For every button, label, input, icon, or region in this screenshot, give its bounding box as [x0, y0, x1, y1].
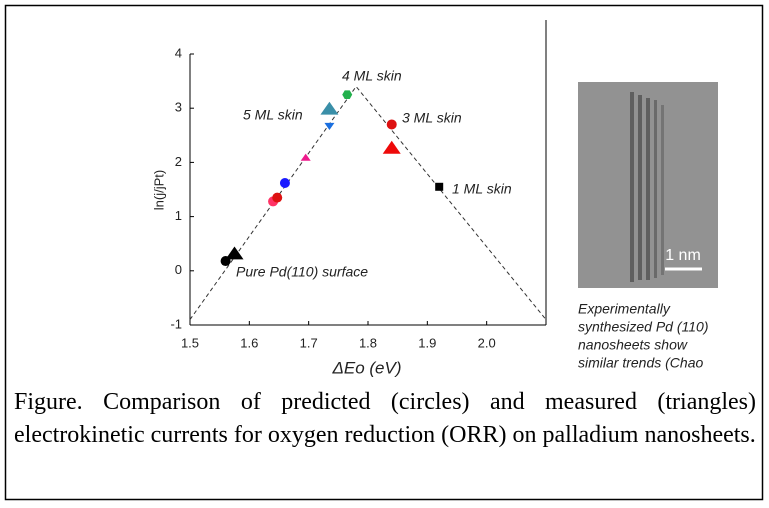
y-tick-label: 1	[175, 208, 182, 223]
x-tick-label: 1.9	[418, 335, 436, 350]
point	[435, 182, 444, 191]
point	[324, 122, 335, 131]
y-tick-label: 4	[175, 45, 182, 60]
figure-border	[4, 4, 764, 501]
y-tick-label: -1	[170, 316, 182, 331]
image-caption-line: similar trends (Chao	[578, 355, 703, 371]
caption: Figure. Comparison of predicted (circles…	[14, 389, 756, 448]
image-caption-line: synthesized Pd (110)	[578, 319, 708, 335]
y-tick-label: 0	[175, 262, 182, 277]
annotation: 3 ML skin	[402, 110, 462, 126]
x-tick-label: 1.8	[359, 335, 377, 350]
x-axis-label: ΔEo (eV)	[331, 358, 401, 377]
point	[386, 119, 397, 130]
y-axis-label: ln(j/jPt)	[151, 170, 166, 210]
x-tick-label: 2.0	[478, 335, 496, 350]
annotation: Pure Pd(110) surface	[236, 264, 368, 280]
annotation: 4 ML skin	[342, 68, 402, 84]
point	[342, 90, 353, 99]
point	[382, 140, 401, 154]
point	[279, 177, 290, 188]
y-tick-label: 3	[175, 100, 182, 115]
image-caption-line: nanosheets show	[578, 337, 688, 353]
trend-line	[189, 85, 547, 320]
scale-label: 1 nm	[665, 247, 701, 264]
micrograph	[578, 82, 718, 288]
point	[225, 246, 244, 260]
image-caption-line: Experimentally	[578, 301, 671, 317]
point	[300, 153, 311, 161]
annotation: 5 ML skin	[243, 107, 303, 123]
point	[272, 192, 283, 203]
point	[320, 101, 339, 115]
y-tick-label: 2	[175, 154, 182, 169]
x-tick-label: 1.6	[240, 335, 258, 350]
annotation: 1 ML skin	[452, 181, 512, 197]
x-tick-label: 1.7	[300, 335, 318, 350]
x-tick-label: 1.5	[181, 335, 199, 350]
